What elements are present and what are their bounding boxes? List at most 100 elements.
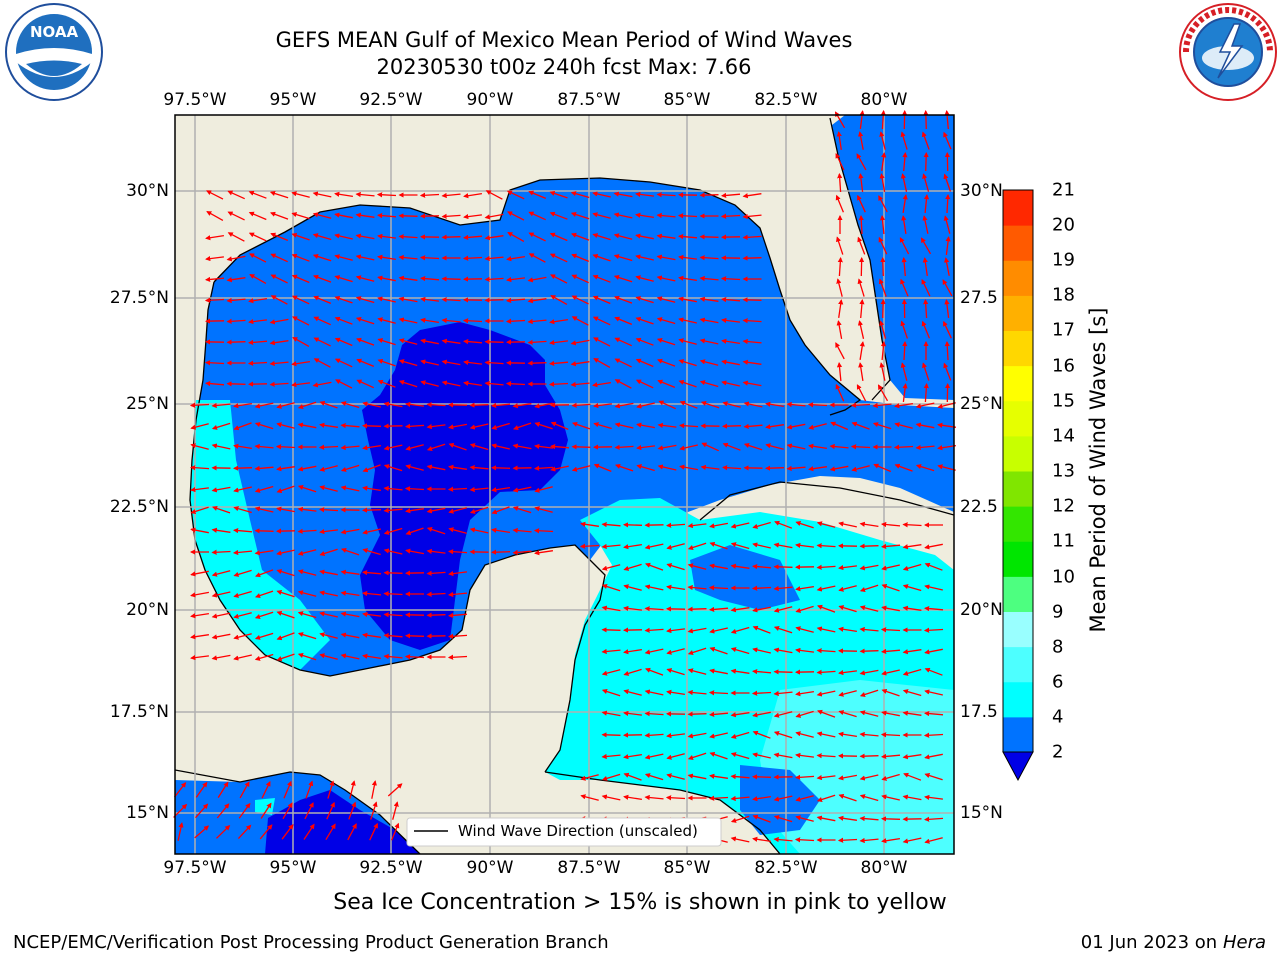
- wind-arrow: [247, 360, 268, 366]
- wind-arrow: [657, 358, 676, 367]
- wind-arrow: [340, 528, 360, 535]
- wind-arrow: [405, 464, 424, 471]
- wind-arrow: [752, 521, 771, 529]
- wind-arrow: [269, 381, 289, 387]
- wind-arrow: [880, 256, 886, 277]
- wind-arrow: [448, 527, 467, 534]
- wind-arrow: [204, 276, 225, 283]
- wind-arrow: [254, 611, 274, 619]
- wind-arrow: [534, 486, 553, 493]
- wind-arrow: [879, 214, 886, 235]
- wind-arrow: [570, 191, 590, 199]
- wind-arrow: [216, 824, 231, 839]
- wind-arrow: [534, 506, 553, 513]
- wind-arrow: [859, 110, 865, 129]
- wind-arrow: [614, 422, 634, 429]
- wind-arrow: [850, 444, 871, 450]
- wind-arrow: [383, 485, 403, 492]
- wind-arrow: [233, 443, 253, 450]
- wind-arrow: [817, 604, 836, 613]
- wind-arrow: [808, 466, 827, 472]
- lat-tick-left: 22.5°N: [109, 497, 169, 517]
- wind-arrow: [644, 627, 664, 633]
- wind-arrow: [656, 212, 676, 219]
- wind-arrow: [361, 423, 382, 429]
- wind-arrow: [377, 358, 396, 367]
- colorbar-label: Mean Period of Wind Waves [s]: [1086, 307, 1110, 633]
- wind-arrow: [902, 605, 922, 611]
- wind-arrow: [580, 774, 599, 781]
- wind-arrow: [902, 754, 922, 760]
- wind-arrow: [721, 359, 740, 366]
- wind-arrow: [269, 360, 289, 367]
- wind-arrow: [709, 751, 728, 760]
- wind-arrow: [527, 276, 547, 283]
- wind-arrow: [795, 647, 814, 653]
- wind-arrow: [722, 442, 741, 451]
- wind-arrow: [699, 317, 719, 324]
- wind-arrow: [319, 611, 338, 618]
- wind-arrow: [211, 591, 231, 598]
- wind-arrow: [205, 256, 224, 262]
- wind-arrow: [838, 815, 857, 821]
- colorbar-tick: 16: [1052, 355, 1075, 377]
- wind-arrow: [856, 153, 867, 171]
- wind-arrow: [816, 794, 836, 802]
- wind-arrow: [944, 299, 950, 318]
- wind-arrow: [613, 275, 633, 283]
- wind-arrow: [878, 195, 888, 213]
- wind-arrow: [878, 236, 888, 255]
- wind-arrow: [902, 544, 922, 550]
- wind-arrow: [404, 654, 425, 660]
- wind-arrow: [858, 173, 864, 192]
- wind-arrow: [404, 423, 425, 429]
- lat-tick-right: 17.5: [960, 702, 998, 722]
- wind-arrow: [880, 732, 901, 738]
- chart-title-line2: 20230530 t00z 240h fcst Max: 7.66: [376, 55, 752, 79]
- wind-arrow: [601, 669, 621, 676]
- colorbar-band: [1003, 541, 1033, 577]
- wind-arrow: [859, 543, 879, 549]
- wind-arrow: [291, 360, 311, 367]
- wind-arrow: [708, 585, 729, 591]
- wind-arrow: [211, 527, 231, 533]
- wind-arrow: [721, 423, 742, 429]
- wind-arrow: [441, 213, 461, 219]
- wind-arrow: [383, 548, 403, 555]
- wind-arrow: [247, 339, 268, 346]
- wind-arrow: [211, 402, 231, 409]
- wind-arrow: [751, 563, 772, 570]
- wind-arrow: [924, 689, 943, 696]
- wind-arrow: [276, 590, 295, 598]
- wind-arrow: [371, 780, 377, 799]
- wind-arrow: [859, 605, 879, 612]
- wind-arrow: [211, 422, 231, 430]
- wind-arrow: [383, 612, 403, 618]
- wind-arrow: [491, 486, 511, 493]
- lon-tick-top: 92.5°W: [359, 90, 423, 110]
- wind-arrow: [679, 464, 699, 471]
- wind-arrow: [795, 521, 814, 529]
- wind-arrow: [233, 486, 252, 493]
- wind-arrow: [340, 632, 360, 639]
- wind-arrow: [837, 172, 843, 193]
- wind-arrow: [881, 837, 901, 844]
- lat-tick-left: 25°N: [126, 394, 169, 414]
- wind-arrow: [709, 668, 728, 675]
- wind-arrow: [709, 627, 728, 634]
- wind-arrow: [248, 319, 267, 325]
- wind-arrow: [601, 710, 621, 717]
- wind-arrow: [398, 380, 418, 388]
- wind-arrow: [730, 712, 750, 718]
- wind-arrow: [687, 563, 707, 570]
- wind-arrow: [319, 632, 338, 639]
- wind-arrow: [292, 337, 310, 347]
- wind-arrow: [233, 633, 252, 640]
- wind-arrow: [614, 316, 633, 326]
- wind-arrow: [190, 655, 209, 661]
- wind-arrow: [319, 653, 338, 660]
- wind-arrow: [635, 316, 654, 325]
- colorbar-band: [1003, 506, 1033, 542]
- wind-arrow: [943, 320, 952, 339]
- wind-arrow: [405, 508, 424, 514]
